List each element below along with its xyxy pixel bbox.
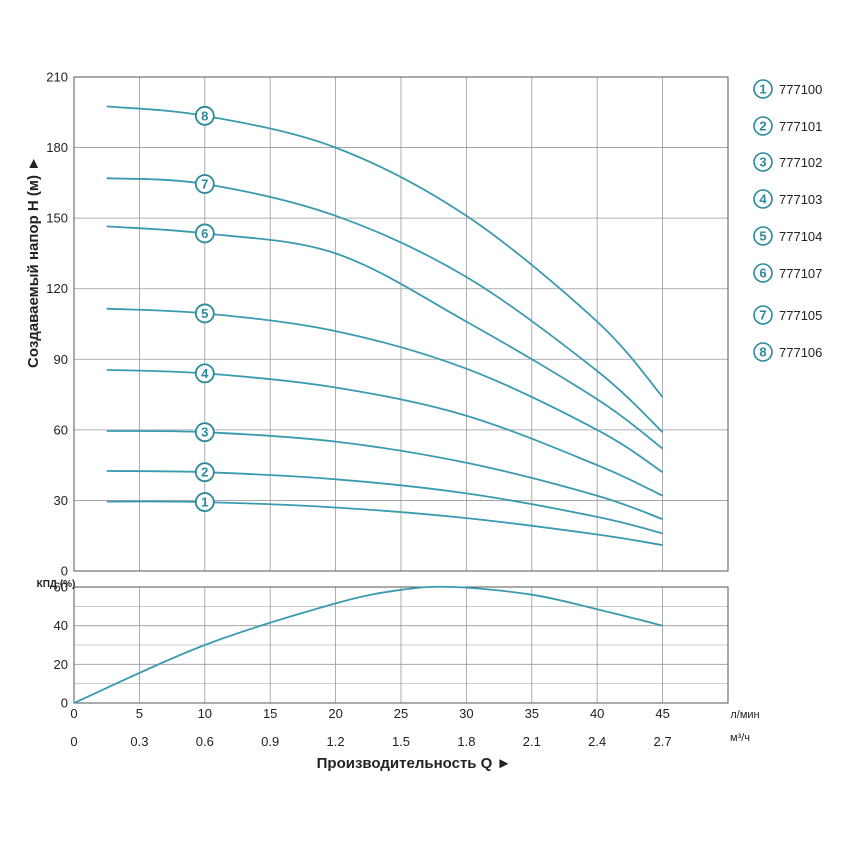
flow-tick-m3h: 1.8 — [457, 734, 475, 749]
curve-marker-2 — [194, 462, 215, 483]
legend-item-777105: 777105 — [779, 308, 822, 323]
curve-marker-label: 4 — [201, 366, 209, 381]
flow-tick-lmin: 5 — [136, 706, 143, 721]
curve-marker-4 — [194, 363, 215, 384]
legend-item-777100: 777100 — [779, 82, 822, 97]
flow-tick-lmin: 40 — [590, 706, 604, 721]
head-tick-label: 120 — [46, 281, 68, 296]
curve-marker-label: 7 — [201, 177, 208, 192]
flow-tick-lmin: 35 — [525, 706, 539, 721]
flow-tick-lmin: 20 — [328, 706, 342, 721]
flow-tick-m3h: 0.3 — [130, 734, 148, 749]
flow-unit-m3h: м³/ч — [730, 732, 750, 744]
efficiency-tick-label: 40 — [54, 618, 68, 633]
legend-marker-label: 6 — [759, 266, 766, 281]
head-curve-777106 — [106, 105, 664, 398]
head-chart-frame — [73, 76, 729, 572]
curve-marker-label: 6 — [201, 226, 208, 241]
flow-tick-lmin: 25 — [394, 706, 408, 721]
head-curve-777107 — [106, 225, 664, 450]
legend-marker-1 — [753, 79, 773, 99]
flow-tick-lmin: 30 — [459, 706, 473, 721]
legend-item-777107: 777107 — [779, 266, 822, 281]
efficiency-axis-label: КПД (%) — [37, 579, 76, 590]
efficiency-tick-label: 20 — [54, 657, 68, 672]
curve-marker-6 — [194, 223, 215, 244]
efficiency-line — [73, 585, 663, 704]
curve-marker-label: 8 — [201, 108, 208, 123]
flow-tick-m3h: 2.7 — [654, 734, 672, 749]
head-axis-label: Создаваемый напор H (м) ► — [25, 156, 42, 368]
head-tick-label: 180 — [46, 140, 68, 155]
efficiency-chart-frame — [73, 586, 729, 704]
flow-tick-m3h: 0.6 — [196, 734, 214, 749]
flow-tick-m3h: 1.2 — [327, 734, 345, 749]
head-curves — [106, 105, 664, 546]
head-curve-777102 — [106, 430, 663, 521]
legend-item-777102: 777102 — [779, 155, 822, 170]
efficiency-tick-label: 60 — [54, 580, 68, 595]
head-tick-label: 0 — [61, 564, 68, 579]
head-tick-label: 210 — [46, 70, 68, 85]
head-tick-label: 30 — [54, 493, 68, 508]
legend-marker-label: 8 — [759, 345, 766, 360]
efficiency-tick-label: 0 — [61, 696, 68, 711]
flow-unit-lmin: л/мин — [730, 709, 759, 721]
legend-marker-5 — [753, 226, 773, 246]
curve-marker-5 — [194, 303, 215, 324]
legend-marker-label: 5 — [759, 229, 766, 244]
head-tick-label: 90 — [54, 352, 68, 367]
legend-marker-3 — [753, 152, 773, 172]
legend-marker-7 — [753, 305, 773, 325]
flow-tick-m3h: 1.5 — [392, 734, 410, 749]
legend-item-777104: 777104 — [779, 229, 822, 244]
curve-marker-label: 2 — [201, 465, 208, 480]
legend-item-777106: 777106 — [779, 345, 822, 360]
flow-tick-lmin: 45 — [655, 706, 669, 721]
head-tick-label: 60 — [54, 422, 68, 437]
flow-tick-m3h: 2.1 — [523, 734, 541, 749]
curve-marker-label: 1 — [201, 495, 208, 510]
flow-tick-m3h: 0 — [70, 734, 77, 749]
legend-marker-8 — [753, 342, 773, 362]
curve-markers: 1 2 3 4 5 6 7 8 — [194, 105, 215, 512]
legend-marker-label: 3 — [759, 155, 766, 170]
curve-marker-label: 5 — [201, 306, 208, 321]
head-chart-grid — [73, 76, 729, 572]
legend-marker-6 — [753, 263, 773, 283]
curve-marker-label: 3 — [201, 425, 208, 440]
legend: 1 777100 2 777101 3 777102 4 777103 5 777104 6 7771… — [753, 79, 822, 362]
efficiency-curve — [73, 585, 663, 704]
head-curve-777100 — [106, 500, 663, 546]
flow-tick-lmin: 10 — [198, 706, 212, 721]
legend-item-777101: 777101 — [779, 119, 822, 134]
legend-marker-label: 4 — [759, 192, 767, 207]
legend-item-777103: 777103 — [779, 192, 822, 207]
flow-axis-label: Производительность Q ► — [317, 755, 512, 772]
curve-marker-7 — [194, 174, 215, 194]
flow-tick-m3h: 2.4 — [588, 734, 606, 749]
legend-marker-label: 1 — [759, 82, 766, 97]
legend-marker-4 — [753, 189, 773, 209]
flow-tick-lmin: 15 — [263, 706, 277, 721]
legend-marker-2 — [753, 116, 773, 136]
head-tick-label: 150 — [46, 211, 68, 226]
curve-marker-8 — [194, 105, 215, 126]
curve-marker-1 — [194, 492, 215, 512]
legend-marker-label: 2 — [759, 119, 766, 134]
flow-tick-lmin: 0 — [70, 706, 77, 721]
curve-marker-3 — [194, 422, 215, 443]
efficiency-chart-grid — [73, 586, 729, 704]
legend-marker-label: 7 — [759, 308, 766, 323]
flow-tick-m3h: 0.9 — [261, 734, 279, 749]
